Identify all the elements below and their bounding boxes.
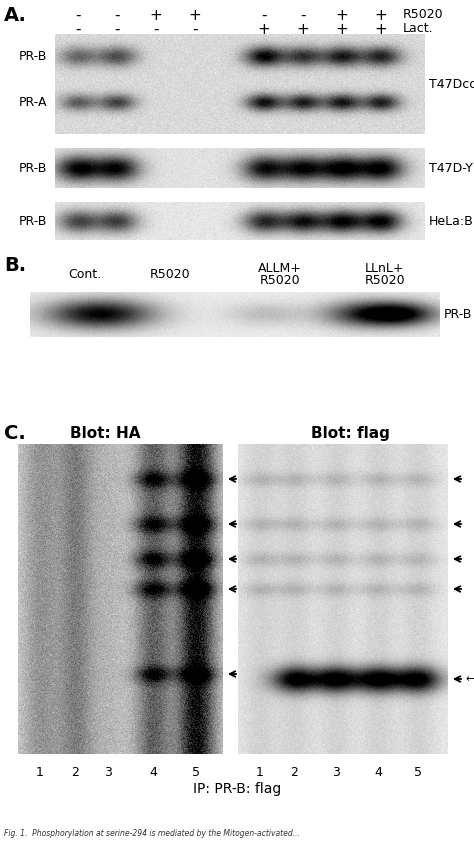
Text: 4: 4: [149, 766, 157, 779]
Text: Cont.: Cont.: [68, 268, 101, 281]
Text: ALLM+: ALLM+: [258, 262, 302, 275]
Text: Blot: flag: Blot: flag: [310, 426, 390, 441]
Text: 5: 5: [192, 766, 200, 779]
Text: ←PR-B: ←PR-B: [466, 674, 474, 684]
Text: R5020: R5020: [150, 268, 191, 281]
Text: +: +: [150, 8, 163, 23]
Text: R5020: R5020: [260, 274, 301, 287]
Text: -: -: [192, 22, 198, 37]
Text: -: -: [300, 8, 306, 23]
Text: R5020: R5020: [403, 8, 444, 21]
Text: -: -: [75, 22, 81, 37]
Text: 1: 1: [256, 766, 264, 779]
Text: C.: C.: [4, 424, 26, 443]
Text: LLnL+: LLnL+: [365, 262, 405, 275]
Text: 1: 1: [36, 766, 44, 779]
Text: +: +: [374, 22, 387, 37]
Text: 2: 2: [290, 766, 298, 779]
Text: Lact.: Lact.: [403, 22, 434, 35]
Text: -: -: [153, 22, 159, 37]
Text: 3: 3: [104, 766, 112, 779]
Text: +: +: [336, 8, 348, 23]
Text: PR-A: PR-A: [18, 95, 47, 109]
Text: 4: 4: [374, 766, 382, 779]
Text: T47Dco: T47Dco: [429, 77, 474, 91]
Text: +: +: [258, 22, 270, 37]
Text: -: -: [114, 22, 120, 37]
Text: A.: A.: [4, 6, 27, 25]
Text: -: -: [114, 8, 120, 23]
Text: 2: 2: [71, 766, 79, 779]
Text: PR-B: PR-B: [18, 49, 47, 63]
Text: 5: 5: [414, 766, 422, 779]
Text: 3: 3: [332, 766, 340, 779]
Text: Blot: HA: Blot: HA: [70, 426, 140, 441]
Text: PR-B: PR-B: [18, 215, 47, 228]
Text: R5020: R5020: [365, 274, 405, 287]
Text: PR-B: PR-B: [444, 307, 473, 321]
Text: -: -: [261, 8, 267, 23]
Text: +: +: [189, 8, 201, 23]
Text: PR-B: PR-B: [18, 161, 47, 175]
Text: +: +: [374, 8, 387, 23]
Text: Fig. 1.  Phosphorylation at serine-294 is mediated by the Mitogen-activated...: Fig. 1. Phosphorylation at serine-294 is…: [4, 829, 300, 838]
Text: +: +: [336, 22, 348, 37]
Text: HeLa:B: HeLa:B: [429, 215, 474, 228]
Text: B.: B.: [4, 256, 26, 275]
Text: -: -: [75, 8, 81, 23]
Text: IP: PR-B: flag: IP: PR-B: flag: [193, 782, 281, 796]
Text: T47D-YB: T47D-YB: [429, 161, 474, 175]
Text: +: +: [297, 22, 310, 37]
